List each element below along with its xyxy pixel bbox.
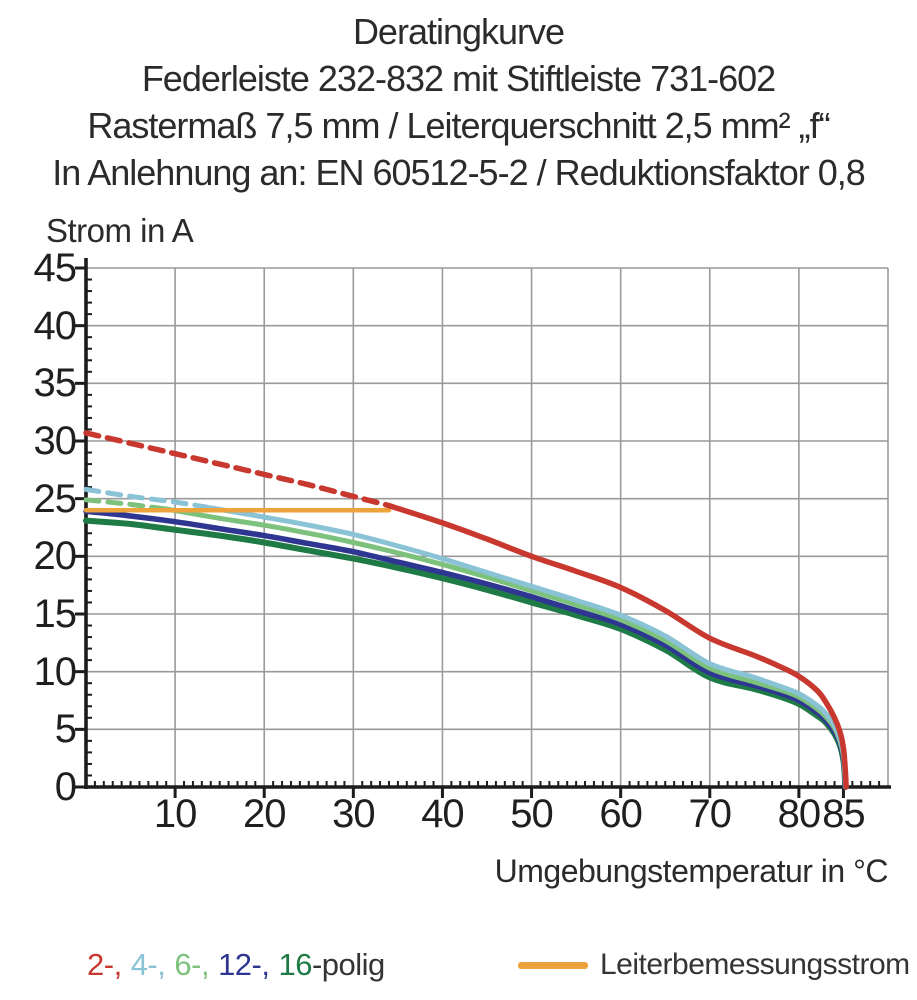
y-tick-label: 0	[54, 765, 77, 809]
y-tick-label: 25	[33, 476, 78, 521]
chart-title: Deratingkurve	[352, 11, 565, 52]
chart-subtitle-3: In Anlehnung an: EN 60512-5-2 / Reduktio…	[52, 152, 866, 193]
y-tick-label: 5	[54, 707, 77, 752]
x-tick-label: 30	[332, 792, 376, 836]
y-tick-label: 35	[33, 361, 78, 406]
x-tick-label: 70	[688, 792, 733, 836]
curve-2-polig	[386, 502, 849, 790]
poles-legend: 2-, 4-, 6-, 12-, 16-polig	[87, 945, 385, 985]
rated-current-label: Leiterbemessungsstrom	[600, 948, 910, 981]
x-tick-label: 85	[822, 792, 866, 836]
legend-item-6polig: 6-,	[174, 947, 210, 982]
chart-subtitle-1: Federleiste 232-832 mit Stiftleiste 731-…	[141, 58, 776, 99]
y-tick-label: 15	[33, 592, 78, 636]
chart-title-block: Deratingkurve Federleiste 232-832 mit St…	[0, 8, 917, 196]
y-tick-label: 30	[33, 419, 78, 463]
legend-item-2polig: 2-,	[87, 947, 122, 982]
curve-2-polig-dashed	[83, 430, 392, 509]
legend-item-16polig: 16	[278, 947, 312, 982]
x-tick-label: 10	[153, 792, 198, 836]
y-axis-title: Strom in A	[46, 212, 194, 249]
x-tick-label: 60	[599, 792, 643, 836]
x-axis-title: Umgebungstemperatur in °C	[494, 853, 889, 889]
x-tick-label: 80	[777, 792, 822, 836]
legend-polig-suffix: -polig	[311, 947, 385, 982]
curve-16-polig	[83, 517, 849, 790]
y-tick-label: 40	[33, 303, 78, 348]
x-tick-label: 20	[242, 792, 287, 836]
y-tick-label: 20	[33, 534, 78, 579]
curve-6-polig	[163, 506, 849, 790]
y-tick-label: 10	[33, 649, 78, 694]
x-tick-label: 40	[421, 792, 465, 836]
legend-item-4polig: 4-,	[130, 947, 166, 982]
legend-item-12polig: 12-,	[218, 947, 270, 982]
x-tick-label: 50	[510, 792, 554, 836]
y-tick-label: 45	[33, 246, 78, 290]
rated-current-legend: Leiterbemessungsstrom	[518, 945, 910, 985]
curve-4-polig-dashed	[83, 486, 214, 511]
rated-current-line-swatch	[518, 961, 588, 969]
chart-subtitle-2: Rastermaß 7,5 mm / Leiterquerschnitt 2,5…	[87, 105, 830, 146]
